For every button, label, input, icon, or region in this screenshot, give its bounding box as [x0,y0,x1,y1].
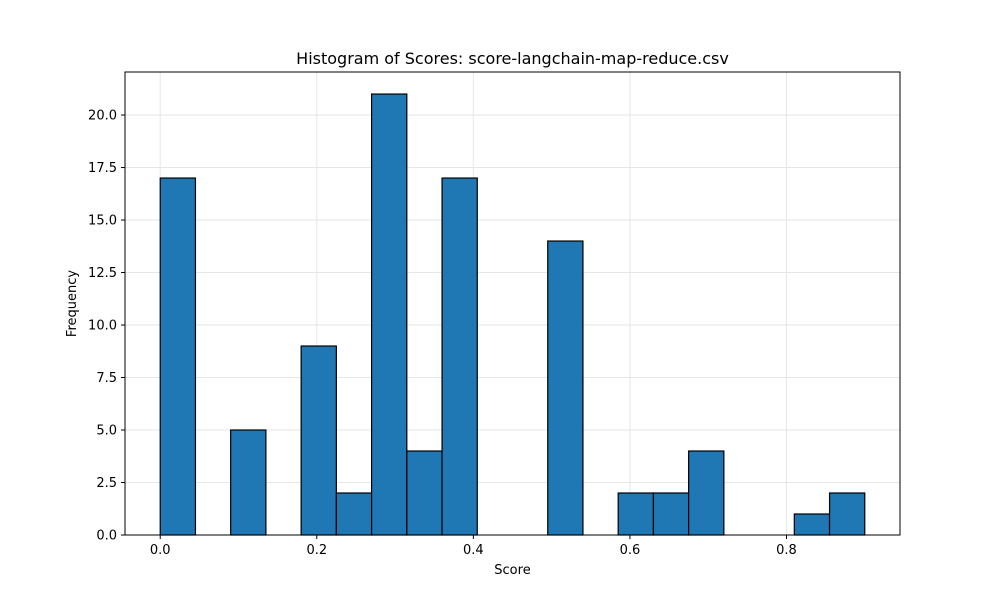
histogram-bar [828,492,866,536]
bars-layer [159,93,866,536]
ticks-layer: 0.0 0.2 0.4 0.6 0.8 0.0 2.5 5.0 7.5 10.0 12.5 15.0 1… [88,109,797,558]
plot-frame [124,71,901,536]
x-tick-label: 0.4 [463,543,484,558]
x-tick-label: 0.0 [150,543,171,558]
histogram-bar [406,450,443,536]
chart-title: Histogram of Scores: score-langchain-map… [296,49,729,68]
y-tick-label: 7.5 [96,371,117,386]
histogram-bar [441,177,478,536]
histogram-bar [652,492,690,536]
y-tick-label: 5.0 [96,424,117,439]
y-tick-label: 20.0 [88,109,117,124]
y-tick-label: 12.5 [88,266,117,281]
histogram-bar [617,492,655,536]
x-tick-label: 0.6 [620,543,641,558]
histogram-bar [159,177,197,536]
histogram-bar [335,492,373,536]
x-tick-label: 0.2 [306,543,327,558]
y-tick-label: 10.0 [88,319,117,334]
y-tick-label: 15.0 [88,214,117,229]
histogram-bar [370,93,408,536]
y-tick-label: 2.5 [96,476,117,491]
histogram-bar [793,513,831,536]
y-tick-label: 0.0 [96,529,117,544]
x-tick-label: 0.8 [776,543,797,558]
y-tick-label: 17.5 [88,161,117,176]
histogram-bar [547,240,584,536]
histogram-bar [230,429,267,536]
histogram-bar [300,345,337,536]
x-axis-label: Score [494,563,530,578]
histogram-bar [688,450,725,536]
y-axis-label: Frequency [65,270,80,337]
